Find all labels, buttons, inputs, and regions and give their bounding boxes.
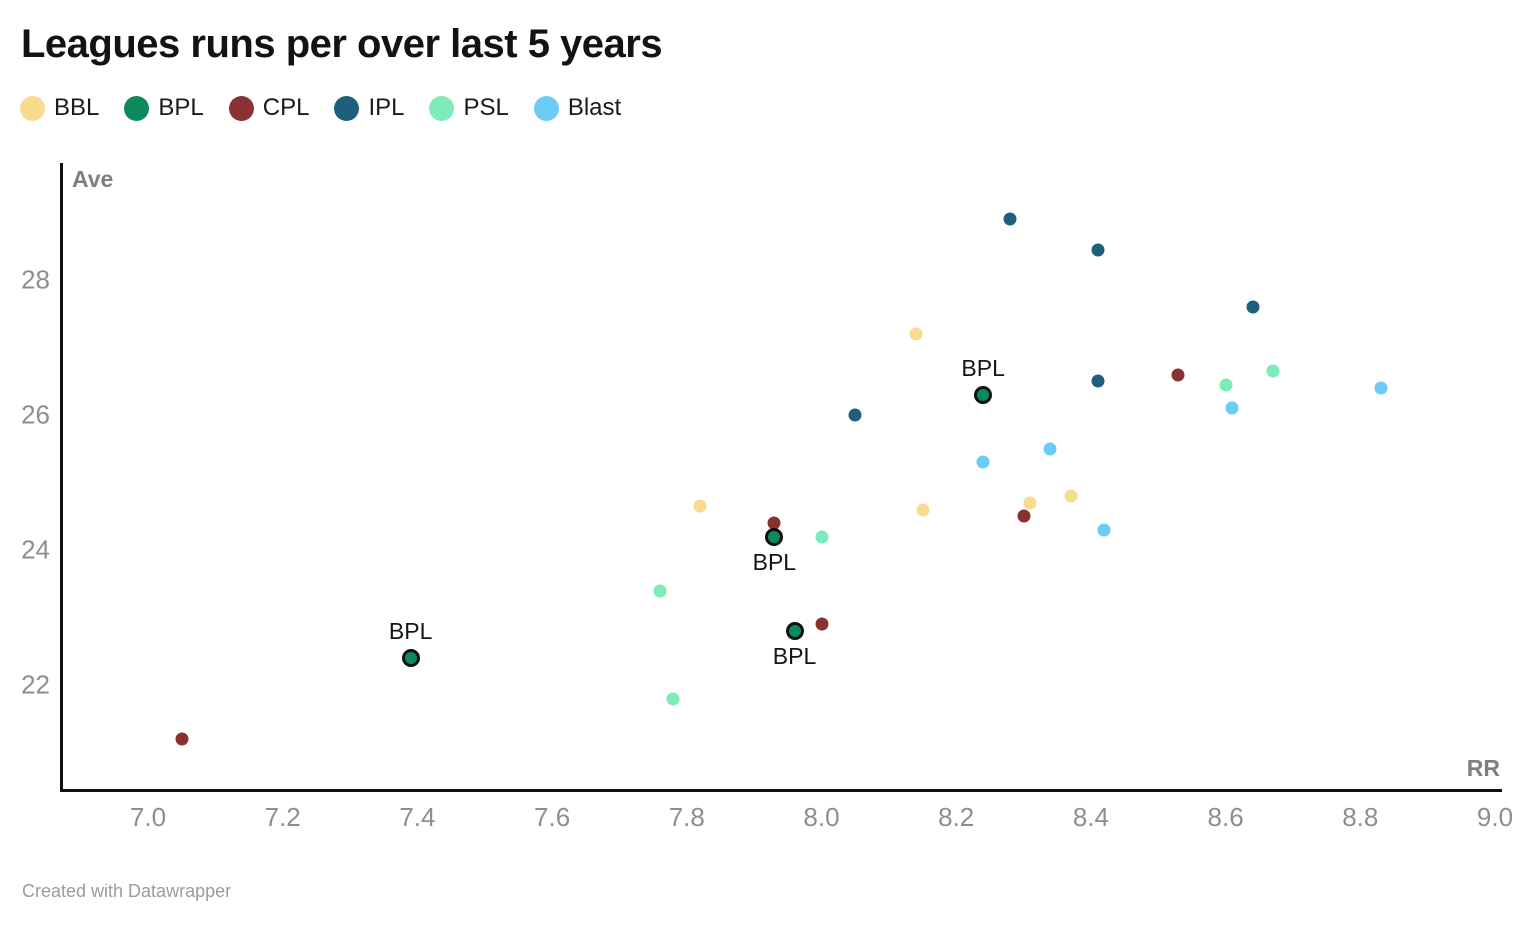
point-bpl[interactable] (765, 527, 784, 546)
legend-label: BPL (158, 94, 204, 121)
point-bbl[interactable] (909, 327, 923, 341)
x-tick-label: 8.0 (803, 802, 840, 832)
point-cpl[interactable] (815, 617, 828, 631)
point-cpl[interactable] (175, 732, 189, 746)
x-axis-line (60, 789, 1502, 792)
point-ipl[interactable] (1246, 300, 1260, 314)
legend-label: CPL (262, 94, 310, 121)
point-cpl[interactable] (767, 516, 781, 530)
point-bbl[interactable] (1064, 489, 1078, 503)
legend-label: BBL (54, 94, 100, 121)
datawrapper-credit-link[interactable]: Created with Datawrapper (22, 881, 232, 901)
y-axis-title: Ave (72, 166, 114, 192)
point-psl[interactable] (815, 530, 828, 543)
point-cpl[interactable] (1171, 368, 1185, 381)
point-blast[interactable] (1097, 523, 1111, 537)
point-ipl[interactable] (1003, 212, 1017, 226)
x-tick-label: 7.0 (129, 802, 167, 832)
legend-label: IPL (368, 94, 405, 121)
point-psl[interactable] (653, 584, 667, 597)
x-axis-title: RR (1466, 755, 1500, 781)
point-label-bpl: BPL (772, 643, 817, 669)
y-axis-line (60, 163, 63, 792)
point-ipl[interactable] (848, 408, 862, 422)
legend: BBL BPL CPL IPL PSL Blast (20, 94, 621, 122)
point-psl[interactable] (1266, 364, 1280, 378)
point-bbl[interactable] (1023, 496, 1037, 510)
point-bpl[interactable] (785, 622, 804, 640)
legend-dot-blast (533, 95, 559, 121)
legend-item-bpl: BPL (124, 94, 204, 122)
point-blast[interactable] (1043, 442, 1057, 456)
legend-dot-ipl (334, 95, 360, 121)
legend-item-ipl: IPL (334, 94, 404, 122)
point-blast[interactable] (1374, 381, 1387, 395)
y-tick-label: 24 (21, 534, 50, 565)
legend-dot-cpl (228, 95, 254, 121)
point-bpl[interactable] (401, 649, 420, 667)
legend-label: PSL (463, 94, 509, 121)
x-tick-label: 7.6 (534, 802, 571, 832)
y-tick-label: 22 (21, 669, 50, 700)
x-tick-label: 7.4 (399, 802, 436, 832)
legend-item-bbl: BBL (20, 94, 99, 122)
x-tick-label: 8.2 (938, 802, 975, 832)
x-tick-label: 7.2 (264, 802, 301, 832)
x-tick-label: 8.8 (1342, 802, 1379, 832)
legend-label: Blast (567, 94, 622, 121)
point-bbl[interactable] (916, 503, 930, 516)
point-bpl[interactable] (974, 385, 993, 404)
legend-item-psl: PSL (429, 94, 509, 122)
legend-dot-bpl (124, 95, 150, 121)
point-label-bpl: BPL (961, 354, 1005, 381)
point-blast[interactable] (976, 455, 990, 469)
point-blast[interactable] (1225, 401, 1239, 415)
y-tick-label: 28 (21, 264, 50, 295)
point-label-bpl: BPL (388, 618, 433, 644)
page-title: Leagues runs per over last 5 years (21, 22, 663, 66)
y-tick-label: 26 (21, 399, 50, 430)
point-cpl[interactable] (1017, 509, 1031, 523)
x-tick-label: 8.6 (1207, 802, 1244, 832)
point-label-bpl: BPL (752, 548, 797, 575)
point-psl[interactable] (666, 692, 680, 705)
point-ipl[interactable] (1091, 374, 1105, 388)
legend-item-blast: Blast (533, 94, 622, 122)
point-psl[interactable] (1219, 378, 1233, 392)
x-tick-label: 7.8 (668, 802, 705, 832)
x-tick-label: 9.0 (1476, 802, 1514, 832)
x-tick-label: 8.4 (1072, 802, 1109, 832)
legend-item-cpl: CPL (228, 94, 310, 122)
legend-dot-bbl (20, 95, 45, 121)
legend-dot-psl (429, 95, 455, 121)
point-bbl[interactable] (693, 499, 707, 513)
point-ipl[interactable] (1091, 243, 1105, 257)
